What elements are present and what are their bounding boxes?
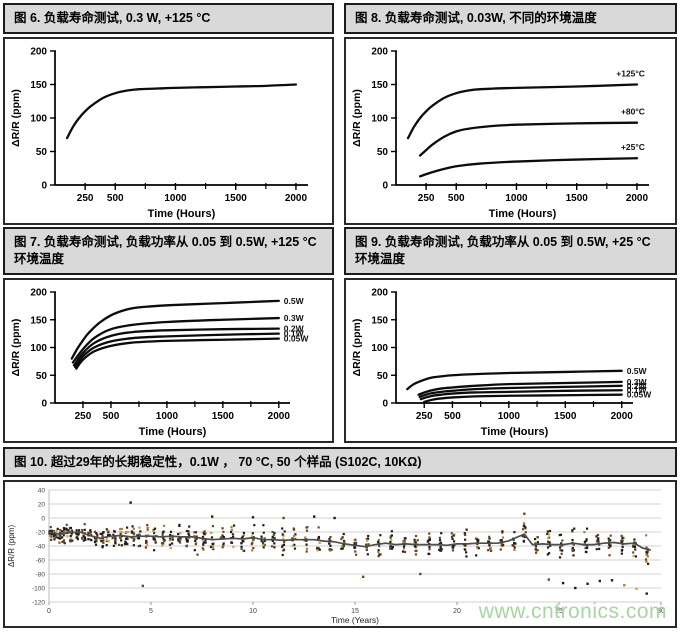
svg-text:ΔR/R (ppm): ΔR/R (ppm) (351, 318, 363, 376)
svg-text:0.5W: 0.5W (284, 295, 305, 305)
svg-text:Time (Years): Time (Years) (331, 615, 379, 625)
svg-text:30: 30 (657, 608, 665, 615)
svg-text:40: 40 (38, 488, 46, 495)
svg-text:+125°C: +125°C (616, 68, 645, 78)
svg-text:1500: 1500 (212, 411, 235, 422)
svg-text:-100: -100 (32, 586, 45, 593)
svg-text:0.5W: 0.5W (627, 365, 648, 375)
svg-text:ΔR/R (ppm): ΔR/R (ppm) (351, 89, 363, 147)
svg-text:100: 100 (371, 343, 388, 354)
svg-text:2000: 2000 (626, 193, 649, 204)
svg-text:Time (Hours): Time (Hours) (489, 208, 557, 220)
svg-text:ΔR/R (ppm): ΔR/R (ppm) (7, 525, 16, 568)
svg-text:250: 250 (418, 193, 435, 204)
svg-text:0.05W: 0.05W (627, 389, 653, 399)
svg-text:10: 10 (249, 608, 257, 615)
svg-text:500: 500 (107, 193, 124, 204)
svg-text:0.05W: 0.05W (284, 333, 310, 343)
svg-text:250: 250 (416, 411, 433, 422)
svg-text:0: 0 (47, 608, 51, 615)
svg-text:200: 200 (30, 46, 47, 57)
fig9-chart: 0 50 100 150 200 250 500 1000 1500 2000 Time (Hour… (344, 277, 677, 443)
svg-text:-80: -80 (36, 572, 46, 579)
svg-text:1500: 1500 (554, 411, 577, 422)
fig6-title: 图 6. 负载寿命测试, 0.3 W, +125 °C (3, 3, 334, 34)
svg-text:20: 20 (453, 608, 461, 615)
svg-text:-20: -20 (36, 530, 46, 537)
svg-text:50: 50 (36, 370, 48, 381)
svg-text:0.2W: 0.2W (627, 380, 648, 390)
fig8-title: 图 8. 负载寿命测试, 0.03W, 不同的环境温度 (344, 3, 677, 34)
svg-text:Time (Hours): Time (Hours) (481, 426, 549, 438)
svg-text:ΔR/R (ppm): ΔR/R (ppm) (10, 318, 22, 376)
svg-text:2000: 2000 (611, 411, 634, 422)
svg-text:0: 0 (382, 398, 388, 409)
svg-text:150: 150 (371, 315, 388, 326)
svg-text:100: 100 (371, 113, 388, 124)
fig7-chart: 0 50 100 150 200 250 500 1000 1500 2000 Time (Hour… (3, 277, 334, 443)
svg-text:15: 15 (351, 608, 359, 615)
panel-fig8: 图 8. 负载寿命测试, 0.03W, 不同的环境温度 0 50 100 150 200… (344, 3, 677, 225)
svg-text:ΔR/R (ppm): ΔR/R (ppm) (10, 89, 22, 147)
svg-text:500: 500 (448, 193, 465, 204)
svg-text:1000: 1000 (156, 411, 179, 422)
svg-text:+25°C: +25°C (621, 142, 645, 152)
svg-text:150: 150 (30, 80, 47, 91)
svg-text:-120: -120 (32, 600, 45, 607)
svg-text:Time (Hours): Time (Hours) (139, 426, 207, 438)
svg-text:Time (Hours): Time (Hours) (148, 208, 216, 220)
svg-text:0: 0 (382, 180, 388, 191)
svg-text:0.3W: 0.3W (627, 376, 648, 386)
svg-text:250: 250 (77, 193, 94, 204)
figure-grid-row-1: 图 6. 负载寿命测试, 0.3 W, +125 °C 0 50 100 150 200… (3, 3, 677, 225)
svg-text:500: 500 (444, 411, 461, 422)
svg-text:0.2W: 0.2W (284, 323, 305, 333)
svg-text:0: 0 (41, 516, 45, 523)
svg-text:50: 50 (377, 147, 389, 158)
panel-fig7: 图 7. 负载寿命测试, 负载功率从 0.05 到 0.5W, +125 °C … (3, 226, 334, 443)
svg-text:1500: 1500 (566, 193, 589, 204)
svg-text:100: 100 (30, 343, 47, 354)
svg-text:2000: 2000 (285, 193, 308, 204)
panel-fig10: 图 10. 超过29年的长期稳定性，0.1W ， 70 °C, 50 个样品 (… (3, 446, 677, 628)
svg-text:1500: 1500 (225, 193, 248, 204)
fig10-chart: www.cntronics.com 40 20 0 -20 -40 -60 -80 -100-… (3, 480, 677, 628)
svg-text:-40: -40 (36, 544, 46, 551)
svg-text:5: 5 (149, 608, 153, 615)
fig7-title: 图 7. 负载寿命测试, 负载功率从 0.05 到 0.5W, +125 °C … (3, 226, 334, 275)
svg-text:0.3W: 0.3W (284, 313, 305, 323)
svg-text:50: 50 (377, 370, 389, 381)
svg-text:200: 200 (30, 287, 47, 298)
svg-text:150: 150 (371, 80, 388, 91)
svg-text:-60: -60 (36, 558, 46, 565)
fig6-chart: 0 50 100 150 200 250 500 1000 1500 2000 Time (Hour… (3, 36, 334, 225)
svg-text:50: 50 (36, 147, 48, 158)
svg-text:0: 0 (41, 180, 47, 191)
svg-text:1000: 1000 (164, 193, 187, 204)
svg-text:200: 200 (371, 46, 388, 57)
svg-text:0: 0 (41, 398, 47, 409)
svg-text:1000: 1000 (498, 411, 521, 422)
svg-text:25: 25 (555, 608, 563, 615)
svg-text:1000: 1000 (505, 193, 528, 204)
svg-text:0.1W: 0.1W (627, 385, 648, 395)
fig9-title: 图 9. 负载寿命测试, 负载功率从 0.05 到 0.5W, +25 °C 环… (344, 226, 677, 275)
svg-text:20: 20 (38, 502, 46, 509)
panel-fig9: 图 9. 负载寿命测试, 负载功率从 0.05 到 0.5W, +25 °C 环… (344, 226, 677, 443)
svg-text:+80°C: +80°C (621, 106, 645, 116)
fig10-title: 图 10. 超过29年的长期稳定性，0.1W ， 70 °C, 50 个样品 (… (3, 446, 677, 477)
svg-text:150: 150 (30, 315, 47, 326)
svg-text:200: 200 (371, 287, 388, 298)
fig8-chart: 0 50 100 150 200 250 500 1000 1500 2000 Time (Hour… (344, 36, 677, 225)
svg-text:100: 100 (30, 113, 47, 124)
svg-text:2000: 2000 (268, 411, 291, 422)
figure-grid-row-2: 图 7. 负载寿命测试, 负载功率从 0.05 到 0.5W, +125 °C … (3, 226, 677, 443)
svg-text:0.1W: 0.1W (284, 328, 305, 338)
svg-text:250: 250 (75, 411, 92, 422)
panel-fig6: 图 6. 负载寿命测试, 0.3 W, +125 °C 0 50 100 150 200… (3, 3, 334, 225)
svg-text:500: 500 (103, 411, 120, 422)
